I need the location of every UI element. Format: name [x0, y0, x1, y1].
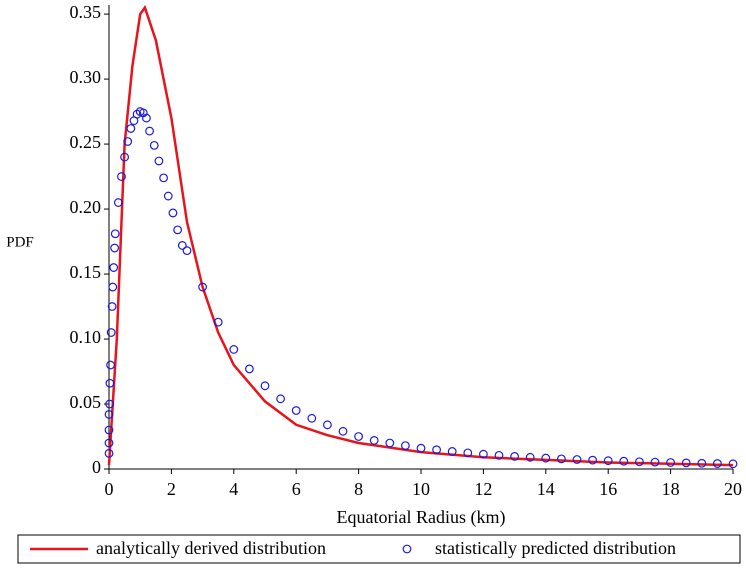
x-tick-label: 2	[167, 479, 176, 499]
point	[401, 441, 410, 451]
legend-label: statistically predicted distribution	[435, 538, 676, 558]
point	[244, 364, 254, 374]
point	[479, 449, 488, 459]
point	[182, 246, 192, 256]
point	[105, 399, 115, 409]
point	[323, 420, 332, 430]
point	[572, 455, 582, 464]
point	[260, 381, 270, 391]
x-tick-label: 6	[292, 479, 301, 499]
point	[117, 172, 126, 181]
point	[198, 282, 208, 292]
point	[168, 208, 178, 218]
point	[541, 453, 551, 463]
point	[463, 448, 473, 458]
point	[635, 457, 644, 467]
x-tick-label: 12	[474, 479, 492, 499]
point	[650, 457, 660, 467]
legend-box	[17, 534, 741, 564]
point	[109, 263, 119, 272]
point	[557, 454, 566, 464]
point	[681, 458, 691, 468]
point	[619, 456, 629, 466]
x-tick-label: 0	[105, 479, 114, 499]
x-axis-label: Equatorial Radius (km)	[337, 507, 506, 528]
point	[149, 140, 159, 150]
point	[120, 152, 129, 162]
point	[588, 455, 597, 465]
y-tick-label: 0	[92, 457, 101, 477]
point	[163, 191, 173, 201]
x-tick-label: 10	[412, 479, 430, 499]
point	[126, 124, 136, 133]
y-axis-label: PDF	[6, 234, 34, 250]
x-tick-label: 18	[662, 479, 680, 499]
point	[108, 282, 118, 292]
y-tick-label: 0.05	[70, 392, 102, 412]
legend-swatch	[402, 544, 412, 554]
y-tick-label: 0.25	[70, 132, 102, 152]
line	[107, 4, 734, 467]
y-tick-label: 0.30	[70, 67, 102, 87]
point	[154, 156, 164, 166]
x-tick-label: 14	[537, 479, 555, 499]
point	[173, 225, 183, 235]
x-tick-label: 4	[229, 479, 238, 499]
point	[159, 173, 169, 183]
point	[106, 360, 115, 370]
point	[713, 459, 722, 468]
point	[229, 345, 239, 354]
point	[104, 449, 114, 458]
point	[107, 302, 117, 311]
point	[494, 450, 504, 460]
point	[142, 113, 151, 123]
point	[104, 410, 114, 419]
point	[110, 243, 120, 253]
point	[603, 456, 613, 466]
point	[213, 317, 223, 327]
point	[145, 126, 154, 136]
point	[510, 451, 519, 461]
point	[728, 459, 738, 469]
point	[113, 198, 123, 207]
y-tick-label: 0.20	[70, 197, 102, 217]
y-tick-label: 0.10	[70, 327, 102, 347]
x-tick-label: 20	[724, 479, 742, 499]
point	[105, 378, 115, 388]
point	[338, 426, 348, 436]
point	[291, 406, 301, 415]
point	[354, 432, 364, 441]
point	[666, 458, 675, 467]
point	[447, 447, 457, 456]
y-tick-label: 0.15	[70, 262, 102, 282]
point	[106, 328, 116, 337]
point	[307, 413, 317, 423]
point	[525, 452, 535, 462]
point	[416, 443, 426, 453]
legend-label: analytically derived distribution	[96, 538, 326, 558]
point	[276, 394, 286, 404]
y-tick-label: 0.35	[70, 2, 102, 22]
point	[697, 458, 707, 468]
point	[123, 137, 133, 146]
point	[177, 241, 187, 250]
point	[104, 425, 114, 435]
point	[104, 438, 114, 448]
x-tick-label: 16	[599, 479, 617, 499]
point	[110, 229, 120, 239]
point	[369, 436, 379, 445]
point	[385, 438, 395, 448]
x-tick-label: 8	[354, 479, 363, 499]
point	[432, 445, 442, 455]
